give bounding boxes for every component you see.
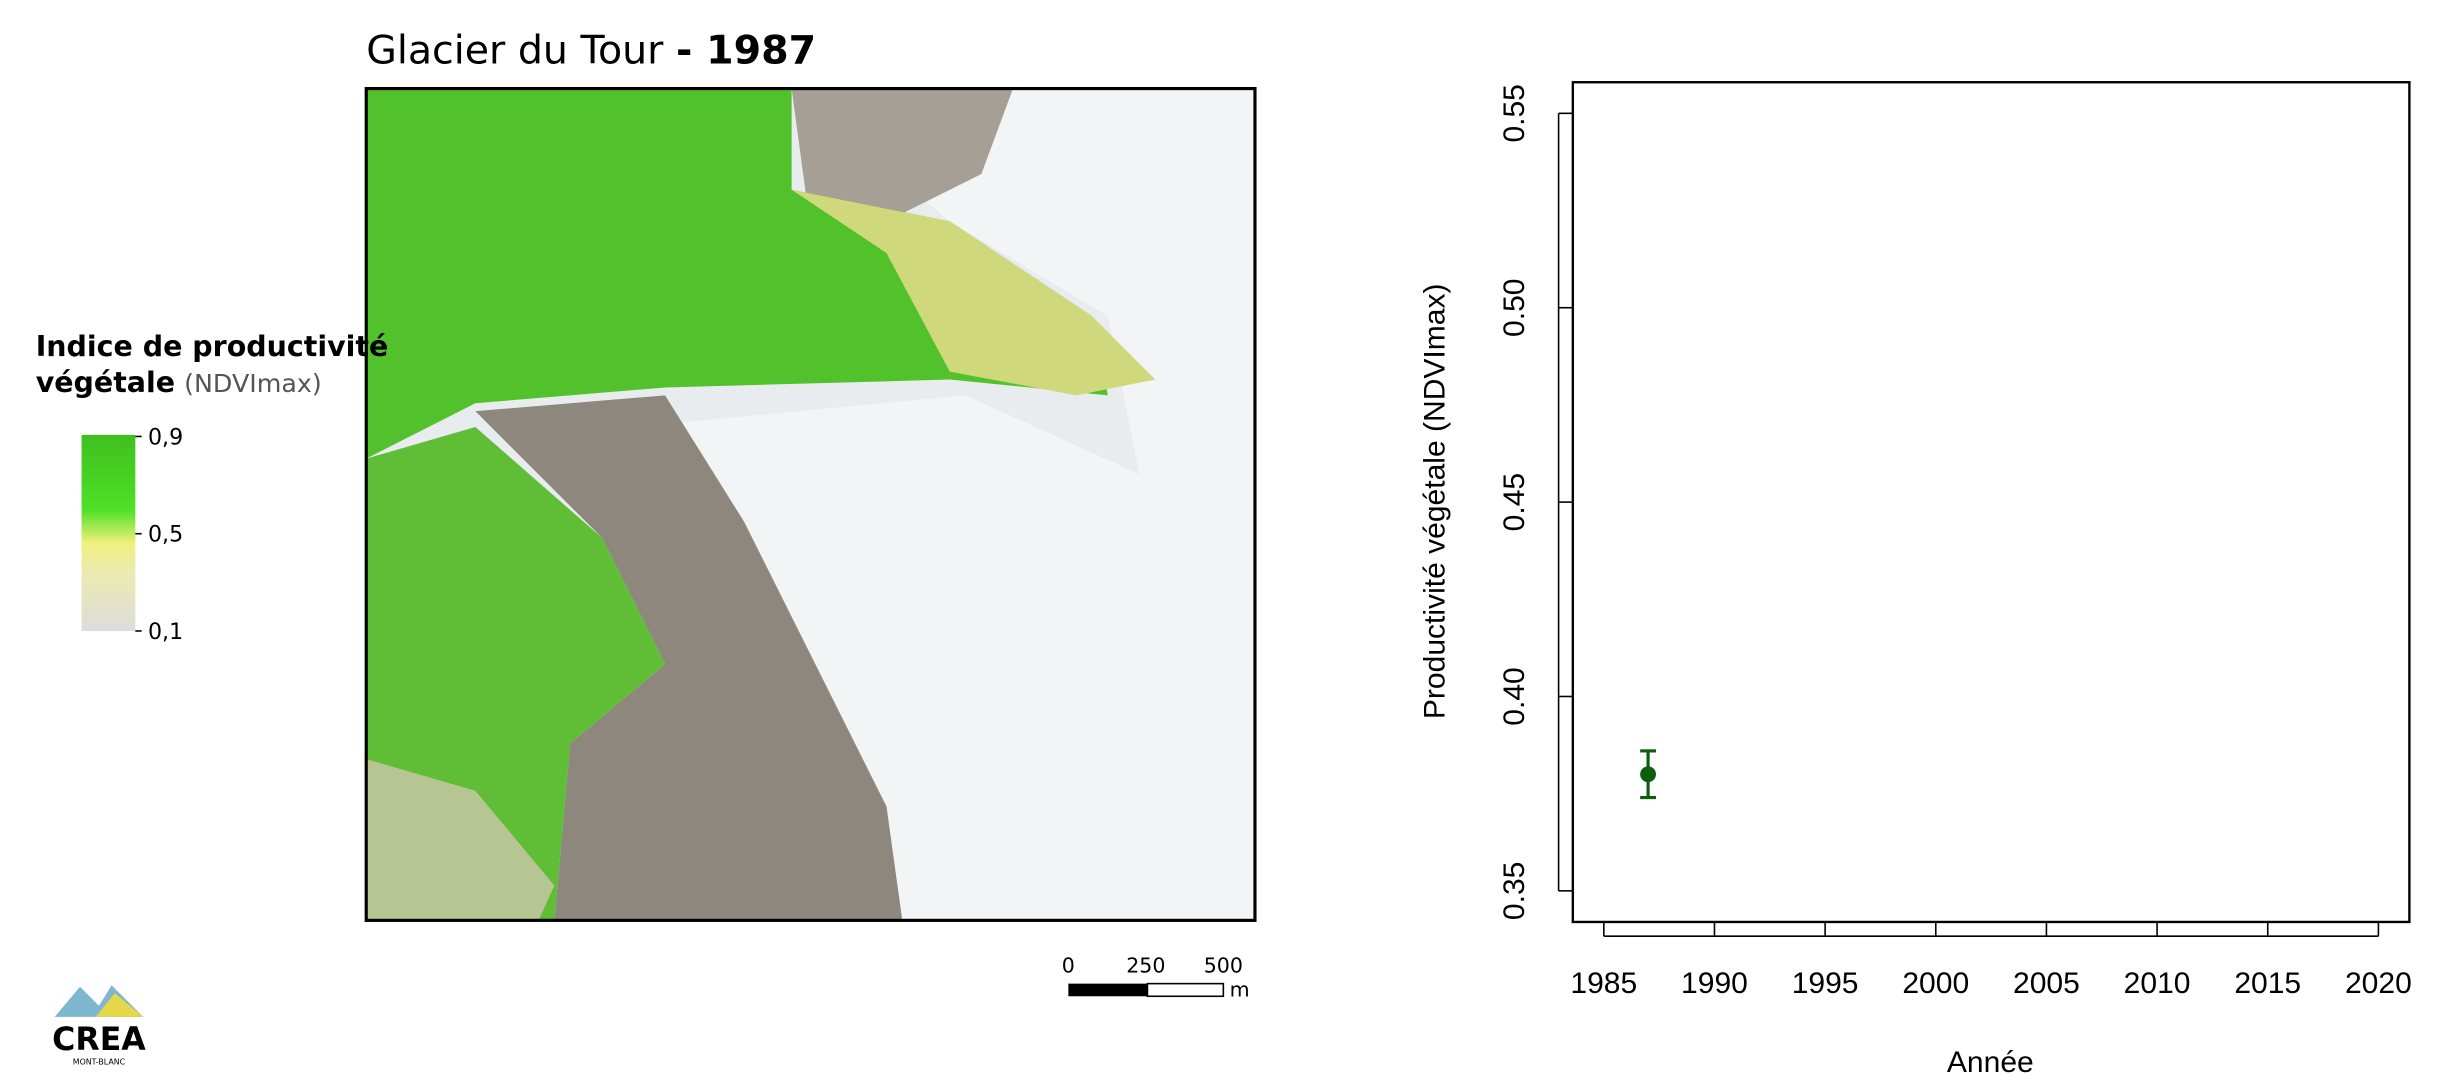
y-tick-label: 0.45	[1498, 473, 1531, 531]
legend-tick-label: 0,5	[148, 522, 183, 548]
y-axis-label: Productivité végétale (NDVImax)	[1419, 283, 1452, 719]
x-tick-label: 1990	[1681, 967, 1748, 1000]
point	[1640, 766, 1656, 783]
y-tick-label: 0.50	[1498, 278, 1531, 336]
logo-sub: MONT-BLANC	[73, 1057, 126, 1066]
colorbar	[81, 434, 136, 631]
legend-title: Indice de productivité	[36, 330, 389, 363]
x-tick-label: 1985	[1570, 967, 1637, 1000]
map-title: Glacier du Tour - 1987	[366, 27, 816, 73]
map	[364, 86, 1257, 922]
scale-label: 250	[1126, 954, 1165, 978]
scale-bar: 0 250 500 m	[1062, 954, 1250, 1002]
x-tick-label: 2015	[2234, 967, 2301, 1000]
scale-label: 500	[1204, 954, 1243, 978]
x-tick-label: 2010	[2124, 967, 2191, 1000]
y-tick-label: 0.55	[1498, 84, 1531, 142]
legend: Indice de productivité végétale (NDVImax…	[36, 330, 389, 631]
x-tick-label: 2020	[2345, 967, 2412, 1000]
y-tick-label: 0.35	[1498, 862, 1531, 920]
scale-label: 0	[1062, 954, 1075, 978]
legend-title: végétale (NDVImax)	[36, 366, 322, 399]
x-tick-label: 2005	[2013, 967, 2080, 1000]
x-axis-label: Année	[1947, 1046, 2034, 1079]
scale-unit: m	[1230, 977, 1250, 1001]
legend-tick-label: 0,1	[148, 619, 183, 645]
y-tick-label: 0.40	[1498, 667, 1531, 725]
x-tick-label: 1995	[1792, 967, 1859, 1000]
legend-tick-label: 0,9	[148, 424, 183, 450]
x-tick-label: 2000	[1902, 967, 1969, 1000]
logo-name: CREA	[52, 1022, 146, 1058]
plot-frame	[1571, 81, 2411, 924]
logo: CREA MONT-BLANC	[52, 985, 146, 1066]
